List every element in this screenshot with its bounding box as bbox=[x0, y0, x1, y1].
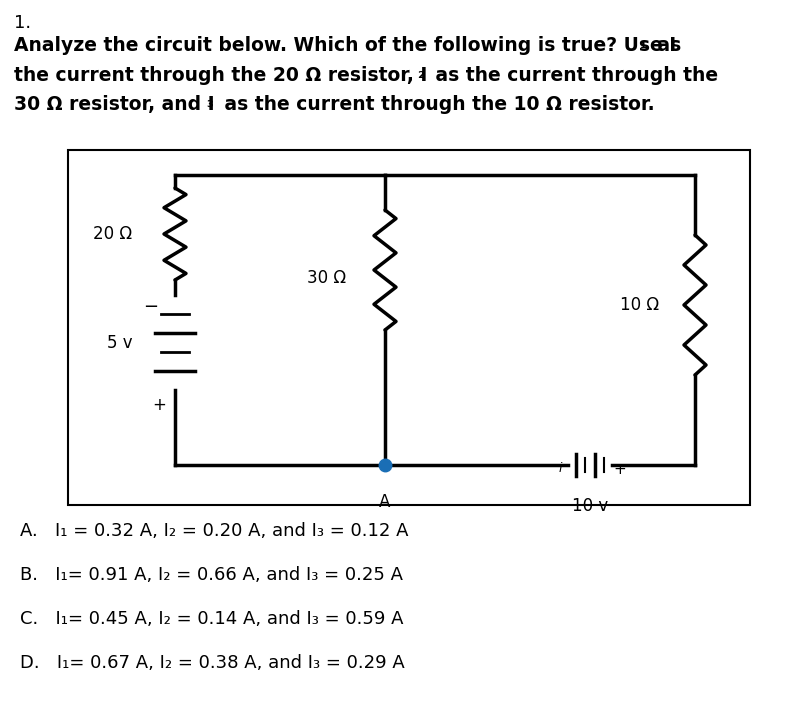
Text: as the current through the 10 Ω resistor.: as the current through the 10 Ω resistor… bbox=[217, 95, 654, 114]
Text: ₂: ₂ bbox=[417, 66, 423, 81]
Text: −: − bbox=[144, 298, 158, 316]
Text: ₁: ₁ bbox=[638, 36, 646, 51]
Text: C.   I₁= 0.45 A, I₂ = 0.14 A, and I₃ = 0.59 A: C. I₁= 0.45 A, I₂ = 0.14 A, and I₃ = 0.5… bbox=[20, 610, 403, 628]
Text: 10 v: 10 v bbox=[571, 497, 607, 515]
Text: 20 Ω: 20 Ω bbox=[93, 225, 132, 243]
Text: A: A bbox=[379, 493, 390, 511]
Text: as: as bbox=[650, 36, 680, 55]
Text: ₃: ₃ bbox=[206, 95, 212, 110]
Text: A.   I₁ = 0.32 A, I₂ = 0.20 A, and I₃ = 0.12 A: A. I₁ = 0.32 A, I₂ = 0.20 A, and I₃ = 0.… bbox=[20, 522, 408, 540]
Text: B.   I₁= 0.91 A, I₂ = 0.66 A, and I₃ = 0.25 A: B. I₁= 0.91 A, I₂ = 0.66 A, and I₃ = 0.2… bbox=[20, 566, 402, 584]
Text: 1.: 1. bbox=[14, 14, 31, 32]
Text: as the current through the: as the current through the bbox=[428, 66, 717, 85]
Text: i: i bbox=[558, 461, 561, 475]
Text: 30 Ω resistor, and I: 30 Ω resistor, and I bbox=[14, 95, 214, 114]
Text: the current through the 20 Ω resistor, I: the current through the 20 Ω resistor, I bbox=[14, 66, 427, 85]
Text: +: + bbox=[613, 463, 625, 477]
Bar bbox=[68, 150, 749, 505]
Text: 5 v: 5 v bbox=[107, 334, 133, 351]
Text: 10 Ω: 10 Ω bbox=[620, 296, 659, 314]
Text: +: + bbox=[152, 396, 165, 414]
Text: Analyze the circuit below. Which of the following is true? Use I: Analyze the circuit below. Which of the … bbox=[14, 36, 676, 55]
Text: D.   I₁= 0.67 A, I₂ = 0.38 A, and I₃ = 0.29 A: D. I₁= 0.67 A, I₂ = 0.38 A, and I₃ = 0.2… bbox=[20, 654, 404, 672]
Text: 30 Ω: 30 Ω bbox=[307, 269, 346, 287]
